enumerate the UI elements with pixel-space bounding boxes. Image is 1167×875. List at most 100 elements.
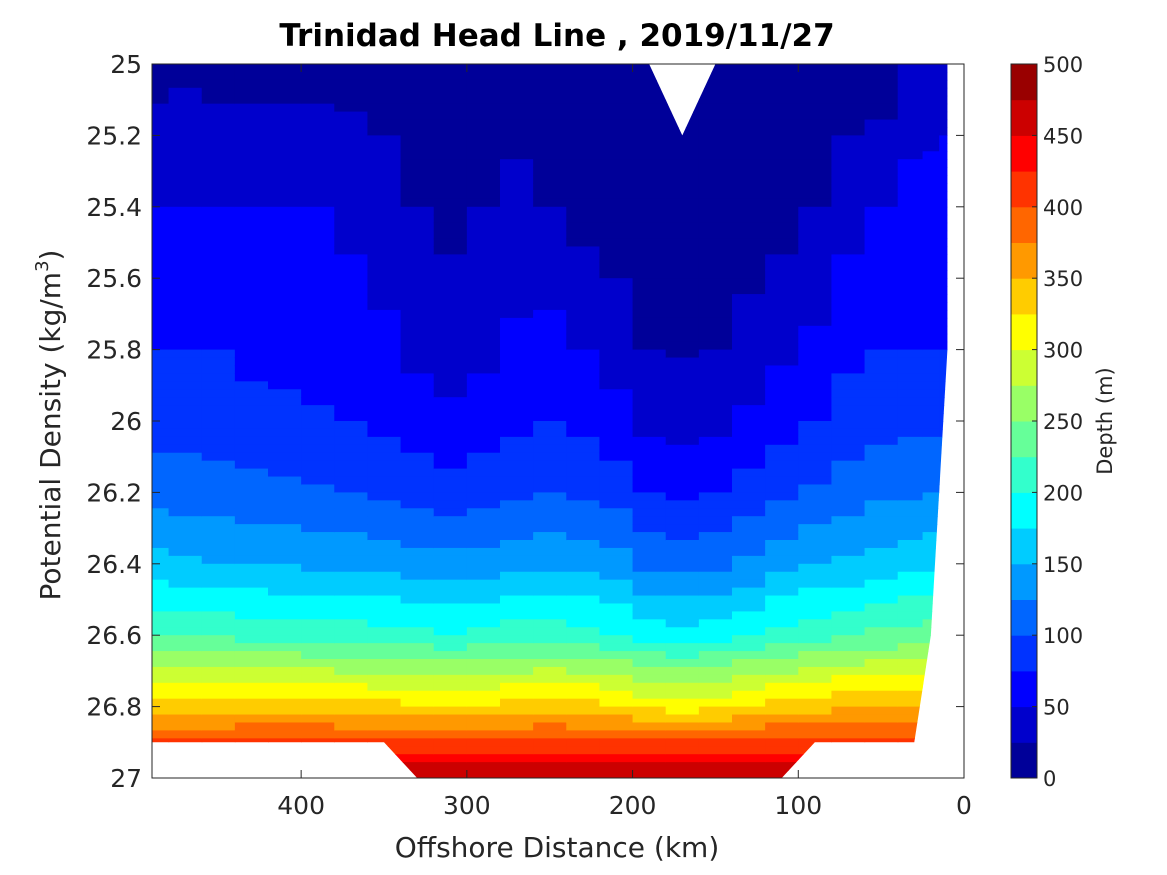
contour-cell — [831, 381, 866, 390]
contour-cell — [798, 175, 833, 184]
contour-cell — [234, 563, 269, 573]
contour-cell — [268, 500, 302, 509]
contour-cell — [400, 484, 435, 493]
contour-cell — [500, 484, 534, 493]
contour-cell — [798, 333, 833, 343]
contour-cell — [400, 436, 435, 446]
contour-cell — [334, 500, 369, 509]
colorbar-band — [1011, 313, 1037, 351]
y-tick-label: 25.8 — [86, 336, 142, 365]
contour-cell — [400, 444, 435, 454]
contour-cell — [831, 579, 866, 589]
contour-cell — [864, 167, 899, 176]
contour-cell — [732, 373, 766, 382]
contour-cell — [466, 151, 501, 160]
contour-cell — [268, 389, 302, 398]
contour-cell — [864, 555, 899, 565]
contour-cell — [897, 341, 924, 351]
contour-cell — [152, 397, 170, 406]
contour-cell — [765, 603, 799, 612]
contour-cell — [152, 476, 170, 486]
contour-cell — [939, 754, 948, 763]
contour-cell — [301, 706, 335, 716]
contour-cell — [334, 214, 369, 224]
contour-cell — [566, 762, 601, 771]
contour-cell — [939, 246, 948, 255]
contour-cell — [500, 254, 534, 263]
contour-cell — [698, 262, 733, 271]
contour-cell — [152, 309, 170, 319]
colorbar-band — [1011, 635, 1037, 672]
contour-cell — [665, 214, 700, 224]
contour-cell — [798, 746, 833, 755]
contour-cell — [268, 373, 302, 382]
contour-cell — [301, 87, 335, 97]
contour-cell — [334, 611, 369, 620]
contour-cell — [334, 222, 369, 232]
contour-cell — [922, 397, 940, 406]
contour-cell — [864, 405, 899, 414]
contour-cell — [632, 373, 667, 382]
contour-cell — [433, 651, 468, 660]
contour-cell — [400, 302, 435, 311]
contour-cell — [665, 611, 700, 620]
contour-cell — [698, 206, 733, 216]
contour-cell — [798, 690, 833, 700]
contour-cell — [831, 413, 866, 422]
contour-cell — [334, 302, 369, 311]
contour-cell — [798, 95, 833, 105]
contour-cell — [698, 309, 733, 319]
contour-cell — [798, 468, 833, 478]
contour-cell — [732, 127, 766, 136]
contour-cell — [864, 611, 899, 620]
x-tick-label: 300 — [443, 791, 491, 820]
contour-cell — [897, 87, 924, 97]
contour-cell — [301, 254, 335, 263]
contour-cell — [400, 754, 435, 763]
contour-cell — [798, 119, 833, 129]
contour-cell — [922, 381, 940, 390]
contour-cell — [400, 119, 435, 129]
contour-cell — [168, 317, 203, 327]
contour-cell — [301, 619, 335, 628]
contour-cell — [765, 214, 799, 224]
contour-cell — [201, 127, 236, 136]
contour-cell — [433, 476, 468, 486]
contour-cell — [765, 579, 799, 589]
contour-cell — [334, 722, 369, 731]
contour-cell — [732, 508, 766, 517]
contour-cell — [864, 159, 899, 168]
contour-cell — [897, 484, 924, 493]
contour-cell — [939, 659, 948, 668]
contour-cell — [533, 555, 567, 565]
contour-cell — [367, 135, 402, 144]
contour-cell — [500, 87, 534, 97]
contour-cell — [533, 341, 567, 351]
contour-cell — [433, 635, 468, 644]
contour-cell — [864, 579, 899, 589]
contour-cell — [599, 357, 634, 367]
contour-cell — [500, 635, 534, 644]
contour-cell — [334, 635, 369, 644]
contour-cell — [152, 690, 170, 700]
contour-cell — [466, 706, 501, 716]
contour-cell — [732, 309, 766, 319]
contour-cell — [152, 508, 170, 517]
contour-cell — [168, 428, 203, 438]
contour-cell — [798, 294, 833, 303]
colorbar-band — [1011, 171, 1037, 208]
contour-cell — [864, 682, 899, 692]
contour-cell — [168, 190, 203, 200]
contour-cell — [599, 436, 634, 446]
contour-cell — [466, 206, 501, 216]
contour-cell — [798, 698, 833, 708]
contour-cell — [599, 365, 634, 374]
contour-cell — [897, 119, 924, 129]
contour-cell — [500, 183, 534, 192]
contour-cell — [831, 309, 866, 319]
contour-cell — [433, 198, 468, 208]
contour-cell — [500, 302, 534, 311]
contour-cell — [599, 79, 634, 89]
contour-cell — [922, 151, 940, 160]
contour-cell — [665, 659, 700, 668]
